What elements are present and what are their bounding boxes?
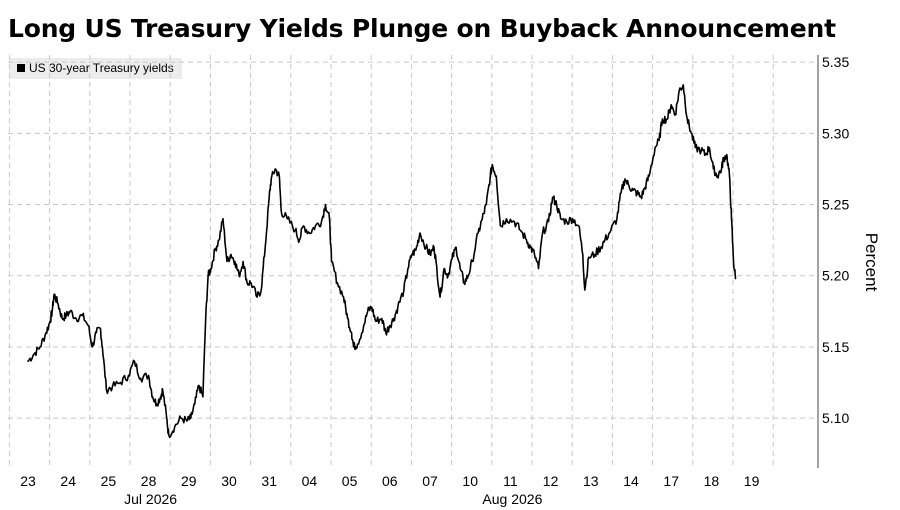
x-tick-labels: 23 24 25 28 29 30 31 04 05 06 07 10 11 12 13 14 17 18 19 xyxy=(20,473,759,489)
y-tick-label-5.20: 5.20 xyxy=(822,268,849,284)
x-tick-label-25: 25 xyxy=(101,473,117,489)
x-tick-label-17: 17 xyxy=(663,473,679,489)
x-tick-label-05: 05 xyxy=(342,473,358,489)
x-tick-label-29: 29 xyxy=(181,473,197,489)
x-tick-label-04: 04 xyxy=(302,473,318,489)
x-tick-label-24: 24 xyxy=(60,473,76,489)
x-tick-label-06: 06 xyxy=(382,473,398,489)
x-tick-label-23: 23 xyxy=(20,473,36,489)
y-tick-labels: 5.10 5.15 5.20 5.25 5.30 5.35 xyxy=(822,54,849,426)
legend-swatch xyxy=(17,64,25,72)
legend: US 30-year Treasury yields xyxy=(9,58,182,79)
legend-label: US 30-year Treasury yields xyxy=(29,61,174,75)
grid xyxy=(8,55,818,468)
x-tick-label-28: 28 xyxy=(141,473,157,489)
x-tick-label-07: 07 xyxy=(422,473,438,489)
x-tick-label-11: 11 xyxy=(503,473,518,489)
x-month-label-jul-2026: Jul 2026 xyxy=(124,491,177,507)
x-tick-label-18: 18 xyxy=(704,473,720,489)
x-tick-label-10: 10 xyxy=(462,473,478,489)
x-tick-label-31: 31 xyxy=(261,473,277,489)
y-tick-label-5.10: 5.10 xyxy=(822,410,849,426)
series-line-0 xyxy=(27,84,737,439)
x-tick-label-19: 19 xyxy=(744,473,760,489)
x-tick-label-13: 13 xyxy=(583,473,599,489)
chart-title: Long US Treasury Yields Plunge on Buybac… xyxy=(8,14,836,43)
x-month-label-aug-2026: Aug 2026 xyxy=(482,491,542,507)
y-axis-label: Percent xyxy=(862,233,881,292)
y-tick-label-5.30: 5.30 xyxy=(822,125,849,141)
series-layer xyxy=(27,84,737,439)
x-tick-label-12: 12 xyxy=(543,473,559,489)
y-tick-label-5.25: 5.25 xyxy=(822,197,849,213)
x-tick-label-30: 30 xyxy=(221,473,237,489)
x-month-labels: Jul 2026 Aug 2026 xyxy=(124,491,542,507)
x-tick-label-14: 14 xyxy=(623,473,639,489)
y-tick-label-5.15: 5.15 xyxy=(822,339,849,355)
y-tick-label-5.35: 5.35 xyxy=(822,54,849,70)
